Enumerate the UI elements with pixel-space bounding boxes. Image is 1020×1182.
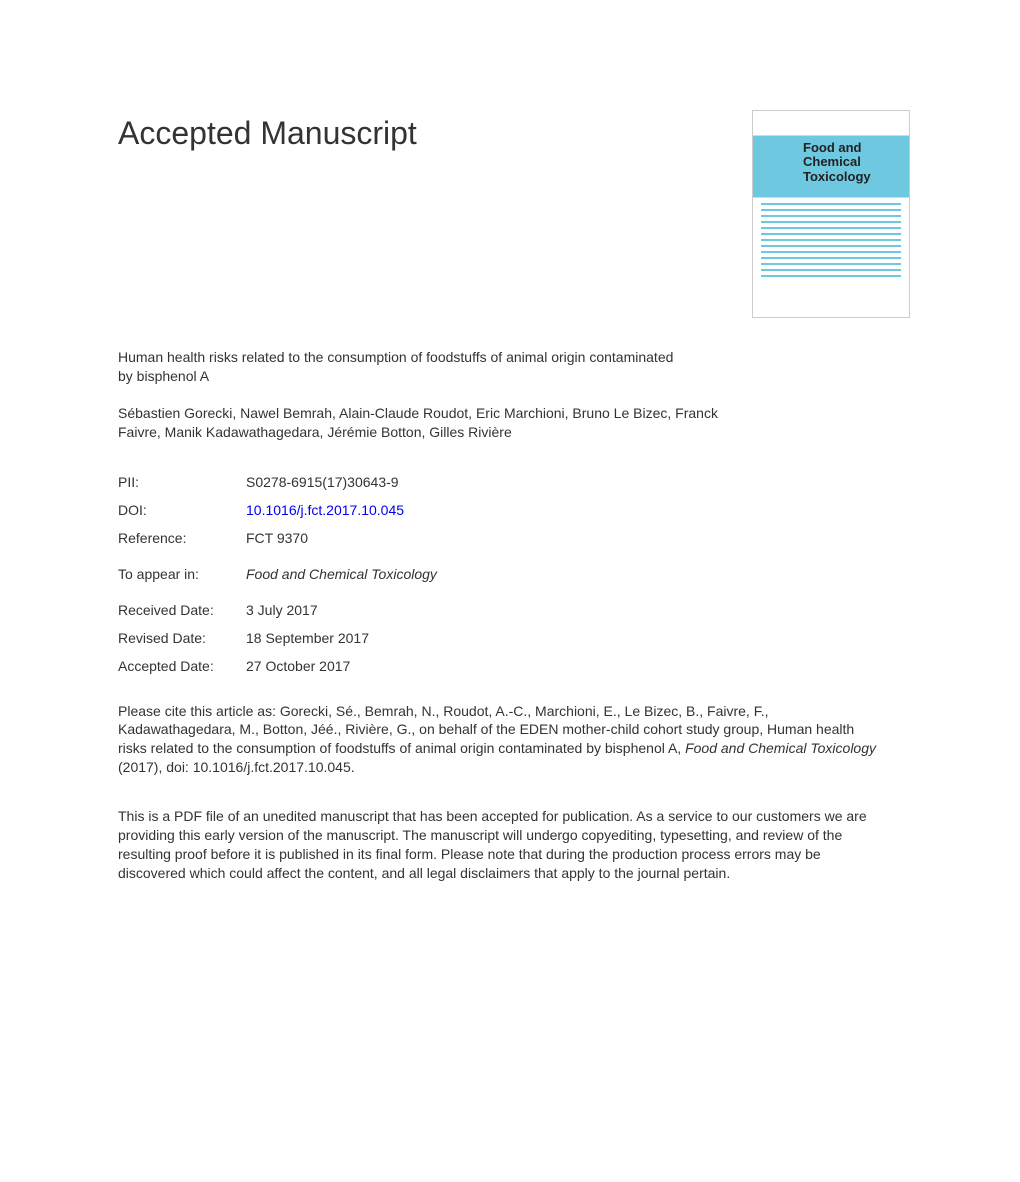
citation-suffix: (2017), doi: 10.1016/j.fct.2017.10.045.	[118, 759, 355, 775]
metadata-value-reference: FCT 9370	[246, 530, 308, 546]
metadata-label-doi: DOI:	[118, 502, 246, 518]
article-authors: Sébastien Gorecki, Nawel Bemrah, Alain-C…	[118, 404, 718, 442]
metadata-value-to-appear: Food and Chemical Toxicology	[246, 566, 437, 582]
disclaimer-text: This is a PDF file of an unedited manusc…	[118, 807, 888, 883]
metadata-value-doi[interactable]: 10.1016/j.fct.2017.10.045	[246, 502, 404, 518]
metadata-value-received: 3 July 2017	[246, 602, 318, 618]
page-container: Accepted Manuscript Food and Chemical To…	[0, 0, 1020, 933]
journal-cover-stripe	[761, 227, 901, 229]
journal-cover-title-line1: Food and	[803, 140, 862, 155]
metadata-label-reference: Reference:	[118, 530, 246, 546]
journal-cover-stripe	[761, 203, 901, 205]
metadata-row-reference: Reference: FCT 9370	[118, 530, 910, 546]
journal-cover-stripe	[761, 257, 901, 259]
journal-cover-stripe	[761, 269, 901, 271]
metadata-value-revised: 18 September 2017	[246, 630, 369, 646]
metadata-value-pii: S0278-6915(17)30643-9	[246, 474, 399, 490]
journal-cover-stripe	[761, 221, 901, 223]
journal-cover-stripe	[761, 251, 901, 253]
metadata-row-revised: Revised Date: 18 September 2017	[118, 630, 910, 646]
journal-cover-stripe	[761, 239, 901, 241]
citation-text: Please cite this article as: Gorecki, Sé…	[118, 702, 878, 778]
metadata-row-accepted: Accepted Date: 27 October 2017	[118, 658, 910, 674]
metadata-label-received: Received Date:	[118, 602, 246, 618]
journal-cover-header	[757, 115, 905, 133]
journal-cover-thumbnail: Food and Chemical Toxicology	[752, 110, 910, 318]
metadata-value-accepted: 27 October 2017	[246, 658, 350, 674]
journal-cover-stripe	[761, 275, 901, 277]
journal-cover-stripe	[761, 263, 901, 265]
metadata-row-to-appear: To appear in: Food and Chemical Toxicolo…	[118, 566, 910, 582]
accepted-manuscript-heading: Accepted Manuscript	[118, 115, 417, 152]
metadata-row-pii: PII: S0278-6915(17)30643-9	[118, 474, 910, 490]
journal-cover-title: Food and Chemical Toxicology	[803, 141, 871, 184]
journal-cover-stripe	[761, 215, 901, 217]
metadata-row-received: Received Date: 3 July 2017	[118, 602, 910, 618]
header-row: Accepted Manuscript Food and Chemical To…	[118, 110, 910, 318]
journal-cover-title-line2: Chemical	[803, 154, 861, 169]
metadata-table: PII: S0278-6915(17)30643-9 DOI: 10.1016/…	[118, 474, 910, 674]
article-title: Human health risks related to the consum…	[118, 348, 678, 386]
journal-cover-stripe	[761, 209, 901, 211]
spacer	[118, 558, 910, 566]
citation-journal: Food and Chemical Toxicology	[685, 740, 876, 756]
metadata-label-to-appear: To appear in:	[118, 566, 246, 582]
metadata-label-revised: Revised Date:	[118, 630, 246, 646]
metadata-label-pii: PII:	[118, 474, 246, 490]
spacer	[118, 594, 910, 602]
metadata-row-doi: DOI: 10.1016/j.fct.2017.10.045	[118, 502, 910, 518]
journal-cover-title-line3: Toxicology	[803, 169, 871, 184]
journal-cover-lines	[761, 203, 901, 289]
journal-cover-stripe	[761, 245, 901, 247]
metadata-label-accepted: Accepted Date:	[118, 658, 246, 674]
journal-cover-stripe	[761, 233, 901, 235]
